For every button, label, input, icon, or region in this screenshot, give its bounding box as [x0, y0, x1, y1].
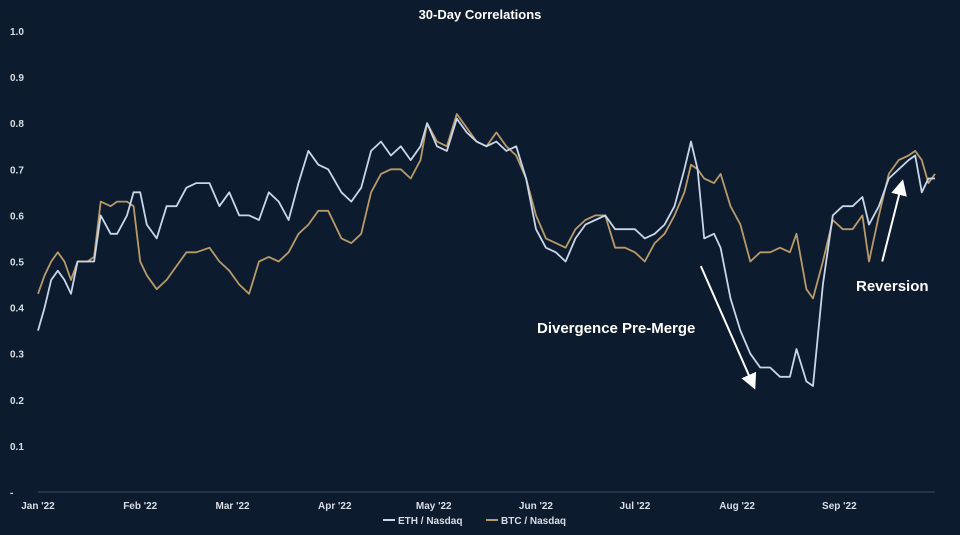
reversion-arrow — [881, 179, 907, 262]
x-tick-label: Sep '22 — [822, 501, 857, 512]
x-tick-label: Feb '22 — [123, 501, 157, 512]
y-tick-label: 0.7 — [10, 165, 24, 176]
y-tick-label: 1.0 — [10, 27, 24, 38]
x-tick-label: Jan '22 — [21, 501, 55, 512]
y-tick-label: 0.2 — [10, 396, 24, 407]
x-tick-label: Jun '22 — [519, 501, 553, 512]
divergence-label: Divergence Pre-Merge — [537, 320, 695, 337]
y-tick-label: 0.8 — [10, 119, 24, 130]
legend: ETH / Nasdaq BTC / Nasdaq — [383, 516, 566, 527]
y-tick-label: 0.5 — [10, 258, 24, 269]
series-line-eth-nasdaq — [37, 117, 935, 387]
y-tick-label: 0.3 — [10, 350, 24, 361]
y-axis-ticks: - 0.1 0.2 0.3 0.4 0.5 0.6 0.7 0.8 0.9 1.0 — [10, 27, 24, 499]
x-tick-label: Apr '22 — [318, 501, 352, 512]
divergence-arrow — [699, 265, 757, 390]
y-tick-label: 0.6 — [10, 211, 24, 222]
y-tick-label: 0.1 — [10, 442, 24, 453]
x-tick-label: Mar '22 — [216, 501, 251, 512]
series-lines — [37, 113, 936, 387]
x-tick-label: Jul '22 — [620, 501, 651, 512]
y-tick-label: 0.4 — [10, 304, 24, 315]
reversion-label: Reversion — [856, 278, 929, 295]
legend-label: ETH / Nasdaq — [398, 516, 462, 527]
x-tick-label: Aug '22 — [719, 501, 755, 512]
legend-label: BTC / Nasdaq — [501, 516, 566, 527]
x-tick-label: May '22 — [416, 501, 452, 512]
x-axis-ticks: Jan '22 Feb '22 Mar '22 Apr '22 May '22 Jun '… — [21, 501, 857, 512]
y-tick-label: 0.9 — [10, 73, 24, 84]
annotations: Divergence Pre-Merge Reversion — [537, 179, 929, 390]
chart-title: 30-Day Correlations — [419, 7, 542, 22]
y-tick-label: - — [10, 488, 13, 499]
